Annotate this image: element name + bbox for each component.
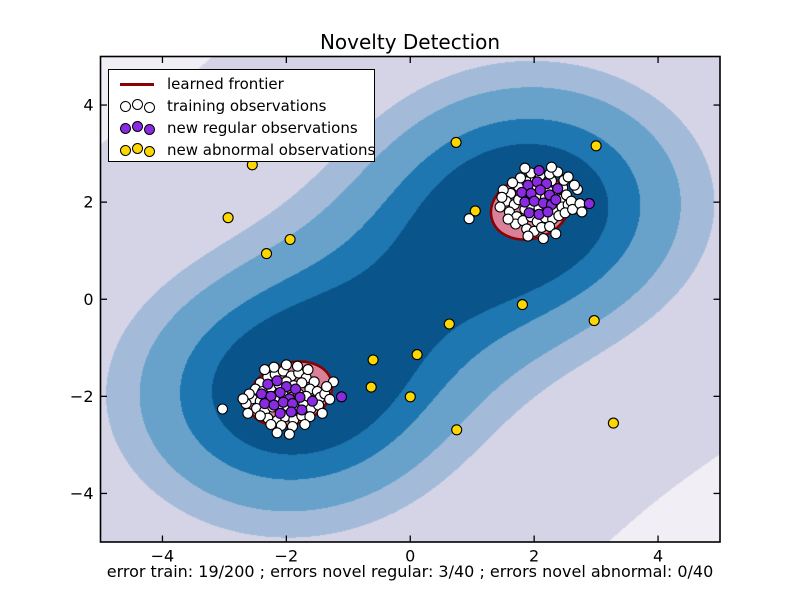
frontier-line-swatch bbox=[116, 82, 158, 86]
legend-circle-icon bbox=[131, 120, 143, 132]
legend-circle-icon bbox=[143, 101, 155, 113]
legend-item-label: new abnormal observations bbox=[167, 141, 376, 159]
y-tick-label: −4 bbox=[70, 484, 94, 503]
legend-item-label: training observations bbox=[167, 97, 327, 115]
legend-circle-icon bbox=[131, 98, 143, 110]
legend-item-training-observations: training observations bbox=[109, 95, 374, 117]
legend-circle-icon bbox=[143, 145, 155, 157]
abnormal-markers-swatch bbox=[116, 142, 158, 157]
training-markers-swatch bbox=[116, 98, 158, 113]
regular-markers-swatch bbox=[116, 120, 158, 135]
legend-circle-icon bbox=[143, 123, 155, 135]
legend-item-new-abnormal-observations: new abnormal observations bbox=[109, 139, 376, 161]
legend-line-icon bbox=[120, 82, 154, 86]
legend-box: learned frontier training observations n… bbox=[108, 69, 375, 162]
y-tick-label: 0 bbox=[83, 290, 93, 309]
legend-item-new-regular-observations: new regular observations bbox=[109, 117, 374, 139]
y-tick-label: −2 bbox=[70, 387, 94, 406]
legend-item-learned-frontier: learned frontier bbox=[109, 73, 374, 95]
error-summary-text: error train: 19/200 ; errors novel regul… bbox=[106, 562, 714, 581]
legend-circle-icon bbox=[119, 122, 131, 134]
y-tick-label: 4 bbox=[83, 96, 93, 115]
legend-item-label: learned frontier bbox=[167, 75, 284, 93]
legend-circle-icon bbox=[131, 142, 143, 154]
legend-circle-icon bbox=[119, 144, 131, 156]
legend-circle-icon bbox=[119, 100, 131, 112]
y-tick-label: 2 bbox=[83, 193, 93, 212]
legend-item-label: new regular observations bbox=[167, 119, 358, 137]
plot-title: Novelty Detection bbox=[319, 30, 501, 54]
